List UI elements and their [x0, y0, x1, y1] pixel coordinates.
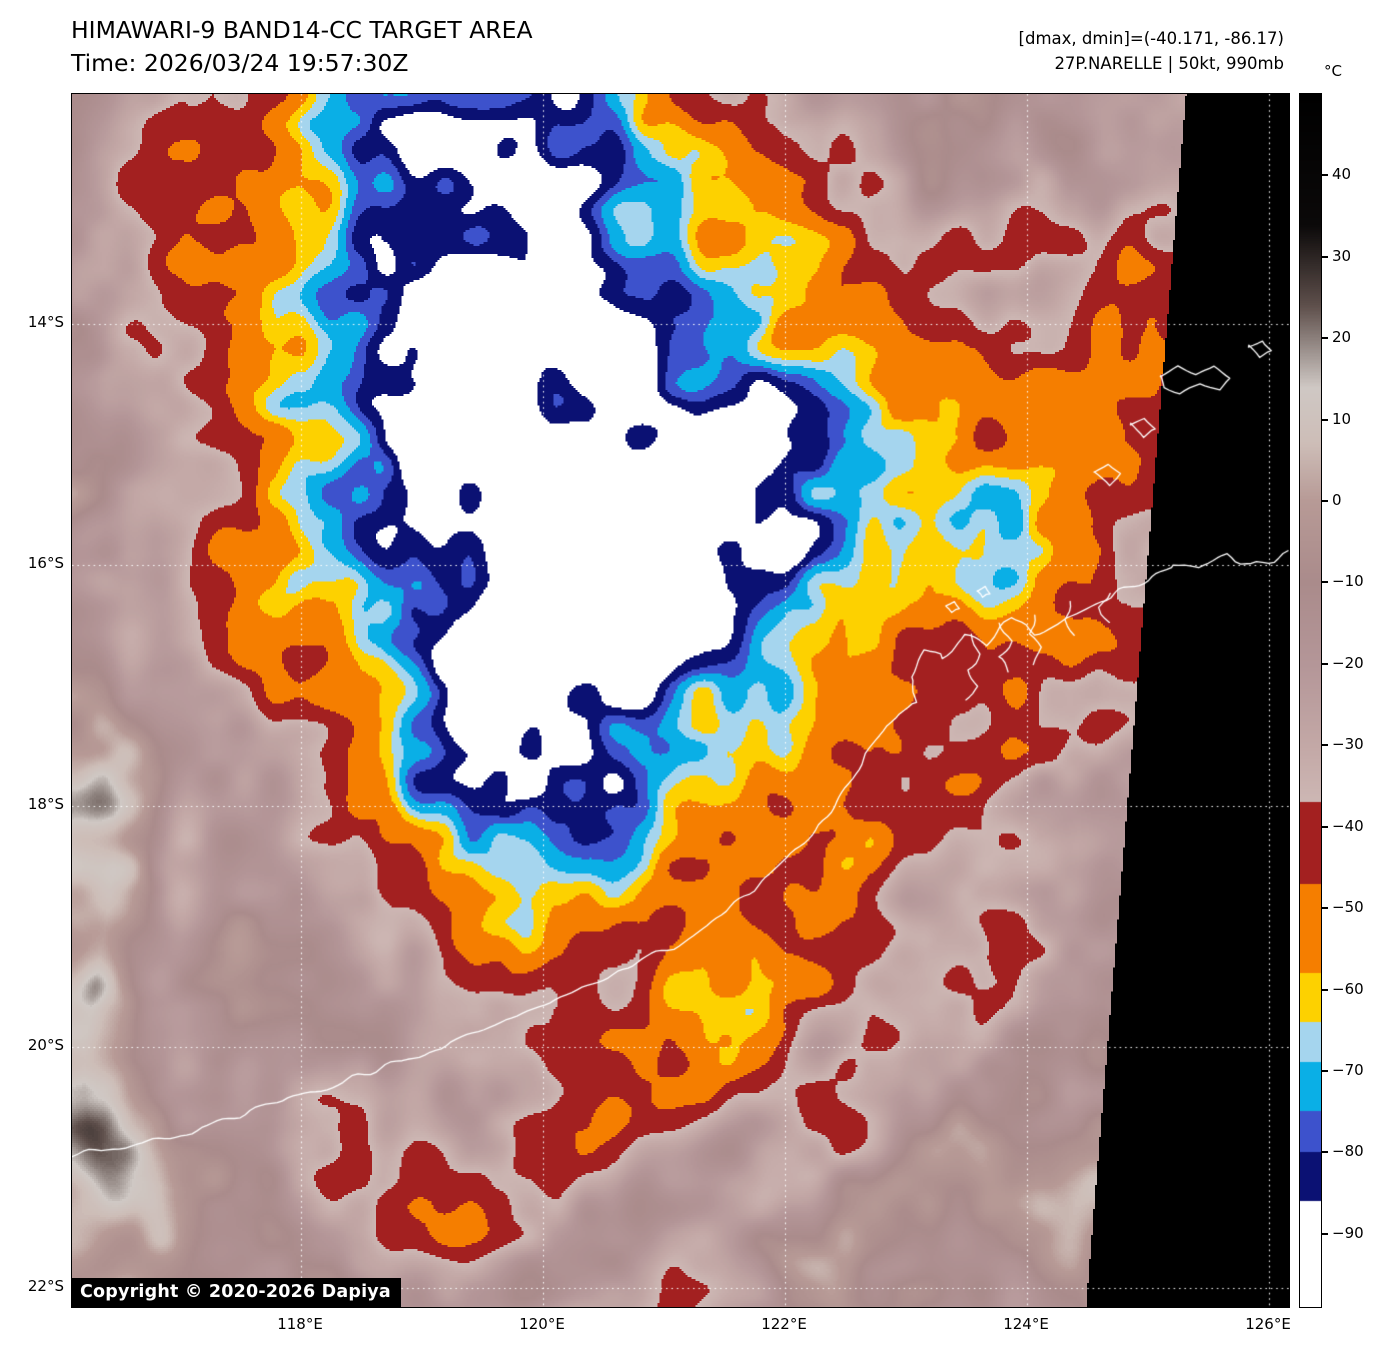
colorbar-tick-mark: [1322, 1232, 1328, 1235]
colorbar-tick-label: −10: [1332, 572, 1364, 591]
colorbar-tick-mark: [1322, 825, 1328, 828]
colorbar-tick-label: −70: [1332, 1060, 1364, 1079]
colorbar-tick-mark: [1322, 418, 1328, 421]
colorbar-tick-label: −90: [1332, 1223, 1364, 1242]
colorbar-tick-label: −20: [1332, 653, 1364, 672]
lon-tick-label: 126°E: [1245, 1315, 1291, 1333]
colorbar-tick-label: 0: [1332, 491, 1342, 510]
colorbar-tick-mark: [1322, 255, 1328, 258]
colorbar-tick-mark: [1322, 744, 1328, 747]
colorbar-tick-mark: [1322, 500, 1328, 503]
colorbar-tick-mark: [1322, 907, 1328, 910]
lon-tick-label: 120°E: [519, 1315, 565, 1333]
colorbar-tick-mark: [1322, 662, 1328, 665]
annotation-block: [dmax, dmin]=(-40.171, -86.17) 27P.NAREL…: [1019, 27, 1284, 77]
title-block: HIMAWARI-9 BAND14-CC TARGET AREA Time: 2…: [71, 14, 533, 81]
lon-tick-label: 118°E: [277, 1315, 323, 1333]
lat-tick-label: 20°S: [27, 1036, 64, 1054]
colorbar-tick-label: 10: [1332, 409, 1352, 428]
colorbar-tick-mark: [1322, 581, 1328, 584]
colorbar-tick-label: −80: [1332, 1142, 1364, 1161]
figure-title: HIMAWARI-9 BAND14-CC TARGET AREA: [71, 16, 533, 44]
colorbar-tick-mark: [1322, 174, 1328, 177]
colorbar-tick-label: 40: [1332, 165, 1352, 184]
map-overlay-canvas: [72, 94, 1289, 1307]
colorbar-unit-label: °C: [1324, 62, 1342, 80]
lat-tick-label: 18°S: [27, 795, 64, 813]
colorbar-tick-mark: [1322, 337, 1328, 340]
storm-info-annotation: 27P.NARELLE | 50kt, 990mb: [1054, 53, 1284, 73]
figure-timestamp: Time: 2026/03/24 19:57:30Z: [71, 49, 409, 78]
copyright-badge: Copyright © 2020-2026 Dapiya: [72, 1278, 401, 1307]
lon-tick-label: 122°E: [761, 1315, 807, 1333]
colorbar-tick-label: −30: [1332, 735, 1364, 754]
lon-tick-label: 124°E: [1003, 1315, 1049, 1333]
colorbar-tick-label: −60: [1332, 979, 1364, 998]
colorbar: [1299, 93, 1322, 1308]
satellite-map-plot: Copyright © 2020-2026 Dapiya: [71, 93, 1290, 1308]
lat-tick-label: 14°S: [27, 313, 64, 331]
colorbar-tick-label: 20: [1332, 328, 1352, 347]
colorbar-tick-mark: [1322, 1151, 1328, 1154]
colorbar-tick-label: 30: [1332, 246, 1352, 265]
colorbar-tick-label: −50: [1332, 898, 1364, 917]
colorbar-tick-mark: [1322, 1069, 1328, 1072]
dmax-dmin-annotation: [dmax, dmin]=(-40.171, -86.17): [1018, 29, 1284, 48]
colorbar-tick-label: −40: [1332, 816, 1364, 835]
colorbar-tick-mark: [1322, 988, 1328, 991]
lat-tick-label: 22°S: [27, 1277, 64, 1295]
colorbar-gradient-canvas: [1300, 94, 1321, 1307]
lat-tick-label: 16°S: [27, 554, 64, 572]
